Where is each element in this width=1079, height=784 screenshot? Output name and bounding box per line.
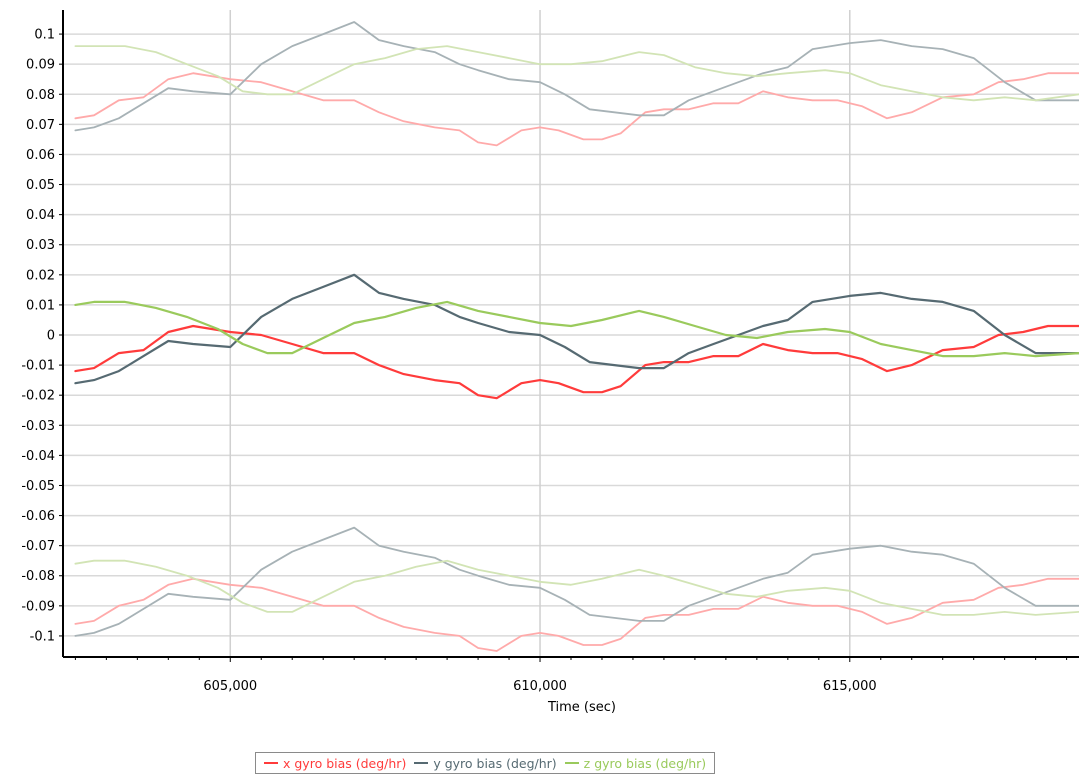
faint-series-line: [74, 526, 1079, 637]
y-tick-label: 0.04: [26, 208, 55, 223]
legend: x gyro bias (deg/hr) y gyro bias (deg/hr…: [255, 752, 716, 774]
y-tick-label: -0.03: [21, 419, 55, 434]
axes: [62, 10, 1079, 658]
y-tick-label: 0.1: [34, 28, 55, 43]
y-tick-label: 0.06: [26, 148, 55, 163]
legend-item-x[interactable]: x gyro bias (deg/hr): [264, 756, 406, 771]
x-tick-label: 605,000: [203, 679, 257, 694]
legend-swatch-z: [564, 762, 579, 764]
series-line-x: [74, 324, 1079, 400]
y-tick-label: -0.01: [21, 359, 55, 374]
legend-item-z[interactable]: z gyro bias (deg/hr): [564, 755, 707, 771]
x-axis-ticks: 605,000 610,000 615,000: [74, 657, 1068, 694]
legend-label-x: x gyro bias (deg/hr): [283, 755, 407, 771]
series-line-y: [74, 273, 1079, 385]
faint-series-line: [74, 72, 1079, 147]
y-tick-label: -0.05: [21, 479, 55, 494]
series-line-z: [74, 300, 1079, 358]
series-lines: [74, 21, 1079, 652]
legend-swatch-x: [264, 762, 278, 764]
y-tick-label: 0: [47, 329, 55, 344]
x-axis-label: Time (sec): [547, 700, 616, 715]
faint-series-line: [74, 559, 1079, 616]
y-tick-label: -0.09: [21, 599, 55, 614]
y-tick-label: -0.07: [21, 539, 55, 554]
x-tick-label: 615,000: [823, 679, 877, 694]
legend-label-y: y gyro bias (deg/hr): [433, 755, 557, 771]
y-tick-label: -0.06: [21, 509, 55, 524]
faint-series-line: [74, 45, 1079, 102]
y-tick-label: -0.08: [21, 569, 55, 584]
y-tick-label: 0.01: [26, 298, 55, 313]
gridlines: [63, 10, 1079, 657]
legend-item-y[interactable]: y gyro bias (deg/hr): [414, 755, 557, 771]
y-axis-ticks: 0.1 0.09 0.08 0.07 0.06 0.05 0.04 0.03 0.02 0.01 0…: [21, 28, 63, 644]
faint-series-line: [74, 577, 1079, 652]
y-tick-label: -0.04: [21, 449, 55, 464]
legend-label-z: z gyro bias (deg/hr): [583, 755, 707, 771]
y-tick-label: 0.09: [26, 58, 55, 73]
y-tick-label: -0.02: [21, 389, 55, 404]
faint-series-line: [74, 21, 1079, 132]
y-tick-label: 0.08: [26, 88, 55, 103]
legend-swatch-y: [414, 762, 429, 764]
y-tick-label: 0.07: [26, 118, 55, 133]
y-tick-label: 0.05: [26, 178, 55, 193]
y-tick-label: 0.03: [26, 238, 55, 253]
x-tick-label: 610,000: [513, 679, 567, 694]
y-tick-label: 0.02: [26, 268, 55, 283]
y-tick-label: -0.1: [30, 629, 55, 644]
